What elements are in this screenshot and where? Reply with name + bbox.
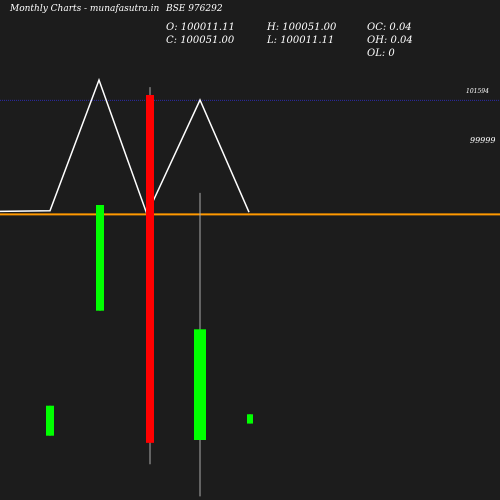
line-series-1 xyxy=(0,77,250,217)
high-value: H: 100051.00 xyxy=(267,22,337,33)
candle-body xyxy=(194,329,206,440)
close-value: C: 100051.00 xyxy=(166,35,235,46)
candle-body xyxy=(146,95,154,443)
candle-body xyxy=(247,414,253,424)
brand-label: Monthly Charts xyxy=(10,4,82,14)
low-value: L: 100011.11 xyxy=(267,35,335,46)
ol-value: OL: 0 xyxy=(367,48,395,59)
candle-body xyxy=(46,405,54,436)
site-label: - munafasutra.in xyxy=(84,4,160,14)
y-tick-label-lower: 99999 xyxy=(470,136,496,145)
candle-body xyxy=(96,205,104,311)
symbol-label: BSE 976292 xyxy=(166,4,223,14)
oc-value: OC: 0.04 xyxy=(367,22,412,33)
y-tick-label-upper: 101594 xyxy=(466,88,489,95)
oh-value: OH: 0.04 xyxy=(367,35,413,46)
open-value: O: 100011.11 xyxy=(166,22,235,33)
